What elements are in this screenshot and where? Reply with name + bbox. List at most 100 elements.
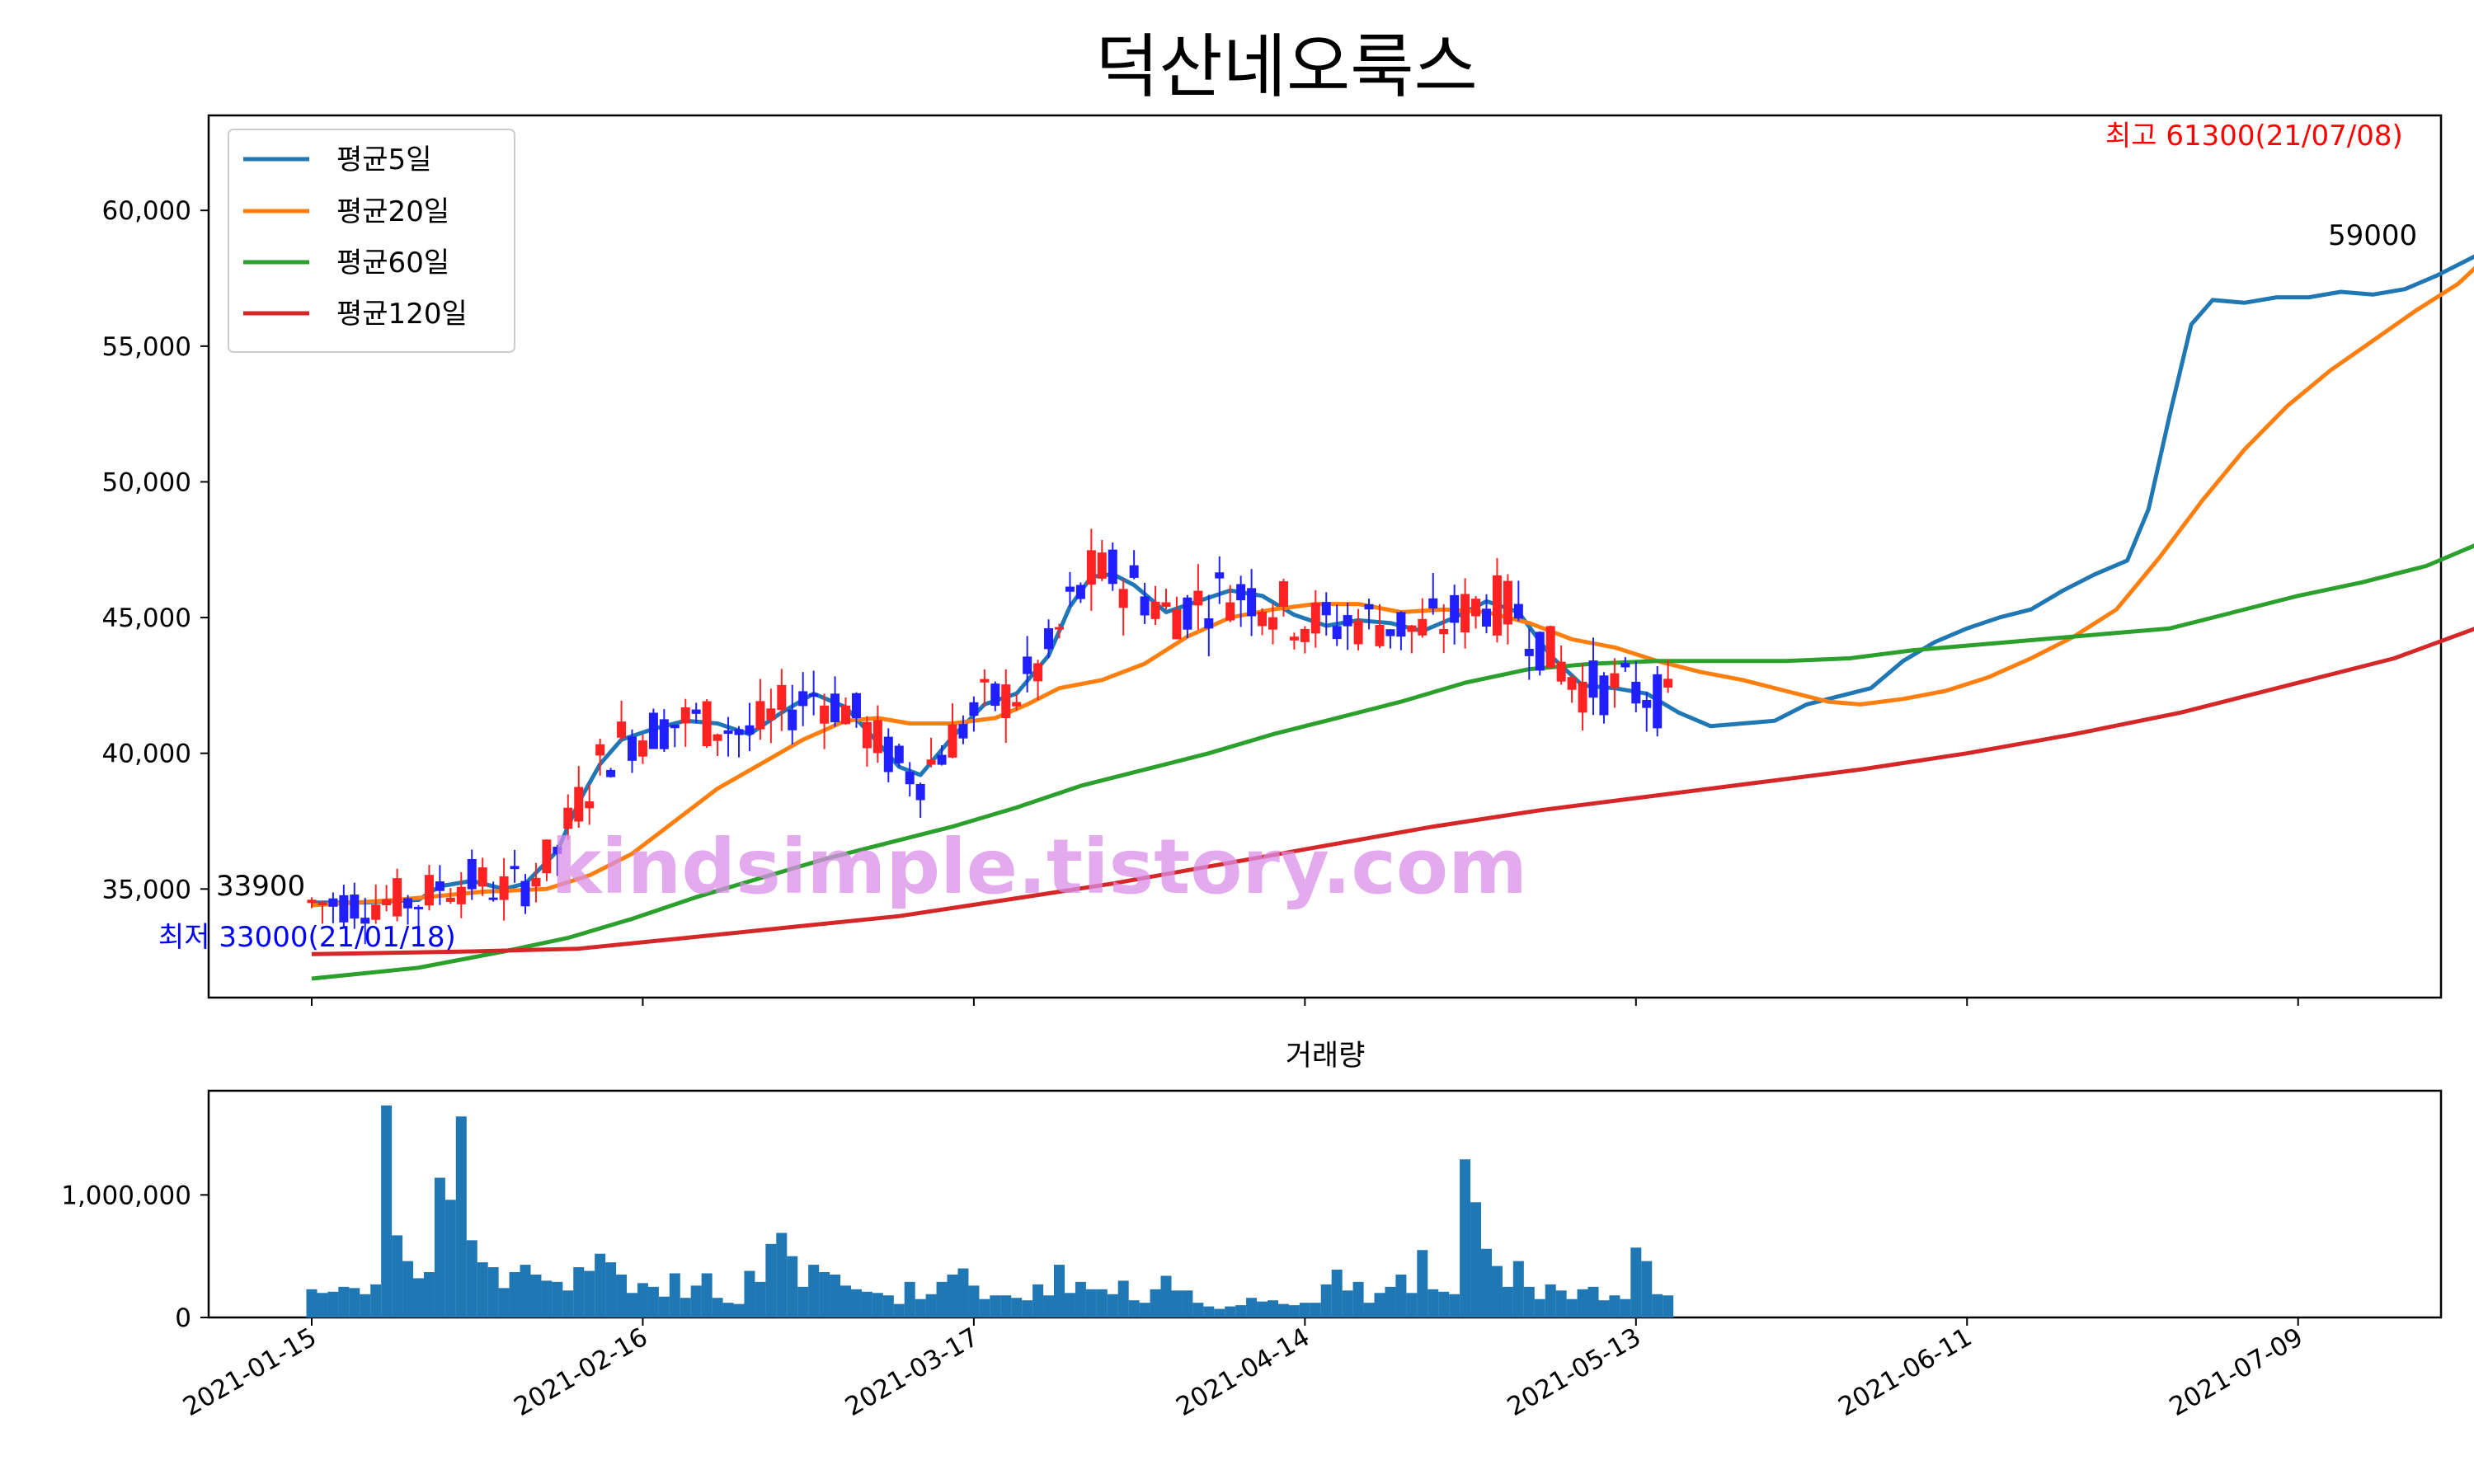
candle-body	[1503, 580, 1512, 625]
volume-bar	[423, 1272, 435, 1317]
candle-body	[414, 906, 423, 909]
volume-y-tick-label: 1,000,000	[61, 1181, 191, 1210]
candle-body	[1193, 590, 1203, 606]
volume-bar	[850, 1289, 862, 1317]
volume-bar	[530, 1274, 542, 1317]
volume-bar	[605, 1262, 617, 1317]
candle-body	[883, 736, 893, 773]
last-close-label: 59000	[2328, 219, 2417, 252]
volume-bar	[541, 1280, 553, 1317]
candle-body	[841, 705, 850, 725]
volume-bar	[669, 1273, 680, 1317]
volume-bar	[722, 1303, 734, 1317]
candle-body	[1535, 632, 1545, 671]
candle-body	[1215, 572, 1225, 579]
volume-bar	[647, 1286, 659, 1317]
volume-bar	[1545, 1284, 1556, 1317]
legend: 평균5일 평균20일 평균60일 평균120일	[228, 129, 515, 353]
candle-body	[905, 772, 915, 785]
volume-x-tick-label: 2021-01-15	[178, 1322, 322, 1422]
volume-bar	[787, 1256, 798, 1317]
candle-body	[563, 807, 573, 829]
candle-body	[467, 858, 477, 890]
candle-body	[958, 724, 968, 739]
volume-bar	[1139, 1303, 1150, 1317]
candle-body	[445, 897, 455, 902]
volume-bar	[947, 1274, 958, 1317]
volume-bar	[1064, 1293, 1075, 1317]
candle-body	[510, 866, 520, 870]
candle-body	[1450, 594, 1460, 623]
volume-bar	[776, 1233, 788, 1317]
candle-body	[659, 719, 669, 749]
candle-body	[382, 899, 392, 906]
candle-body	[424, 875, 434, 906]
candle-body	[1642, 700, 1652, 708]
candle-body	[1055, 627, 1064, 630]
candle-body	[531, 877, 541, 887]
high-price-label: 최고 61300(21/07/08)	[2105, 120, 2403, 153]
candle-body	[1364, 603, 1374, 610]
low-price-label: 최저 33000(21/01/18)	[158, 921, 456, 954]
candle-body	[926, 759, 936, 765]
volume-bar	[1663, 1295, 1674, 1317]
volume-bar	[957, 1268, 969, 1317]
candle-body	[1108, 549, 1117, 585]
volume-bar	[1385, 1286, 1396, 1317]
volume-bar	[370, 1284, 382, 1317]
candle-body	[1225, 602, 1235, 621]
candle-body	[488, 897, 498, 900]
candle-body	[1129, 565, 1139, 578]
candle-body	[851, 693, 861, 719]
volume-bar	[327, 1291, 339, 1317]
volume-bar	[904, 1281, 915, 1317]
volume-bar	[477, 1262, 488, 1317]
volume-bar	[765, 1243, 777, 1317]
candle-body	[1567, 677, 1577, 690]
volume-bar	[808, 1265, 820, 1317]
volume-bar	[444, 1200, 456, 1317]
candle-body	[1482, 608, 1491, 627]
volume-bar	[1299, 1303, 1310, 1317]
volume-y-tick-label: 0	[175, 1303, 191, 1333]
candle-body	[1268, 617, 1277, 630]
volume-bar	[1534, 1298, 1545, 1317]
volume-bar	[1268, 1300, 1278, 1317]
volume-panel: 거래량 01,000,000 2021-01-15 2021-02-16 2021-…	[61, 1040, 2443, 1422]
candle-body	[798, 691, 808, 707]
candle-body	[574, 787, 584, 822]
candle-body	[670, 724, 680, 729]
volume-x-tick-label: 2021-06-11	[1833, 1322, 1977, 1422]
volume-bar	[680, 1298, 691, 1317]
candle-body	[1300, 628, 1310, 642]
volume-bar	[498, 1288, 510, 1317]
volume-bar	[1043, 1295, 1055, 1317]
candle-body	[1044, 628, 1054, 650]
volume-bar	[1577, 1289, 1588, 1317]
candle-body	[872, 720, 882, 754]
volume-bar	[819, 1272, 830, 1317]
first-close-label: 33900	[216, 870, 305, 903]
volume-bar	[1235, 1305, 1247, 1317]
candle-body	[595, 744, 605, 756]
watermark: kindsimple.tistory.com	[551, 823, 1527, 911]
candle-body	[1556, 661, 1566, 682]
candle-body	[1396, 612, 1406, 637]
candle-body	[1471, 599, 1481, 617]
candle-body	[1065, 586, 1075, 592]
candle-body	[435, 881, 444, 891]
candle-body	[1150, 601, 1160, 619]
candle-body	[1513, 603, 1523, 619]
candle-body	[1033, 663, 1043, 682]
volume-bar	[1203, 1306, 1215, 1317]
candle-body	[637, 740, 647, 757]
candle-body	[520, 881, 530, 907]
volume-bar	[1331, 1270, 1343, 1317]
volume-bar	[1022, 1300, 1033, 1317]
candle-body	[1321, 602, 1331, 616]
price-y-tick-label: 45,000	[102, 603, 191, 633]
volume-bar	[1438, 1291, 1450, 1317]
candle-body	[553, 847, 562, 854]
candle-body	[1353, 620, 1363, 645]
volume-bar	[1620, 1298, 1631, 1317]
